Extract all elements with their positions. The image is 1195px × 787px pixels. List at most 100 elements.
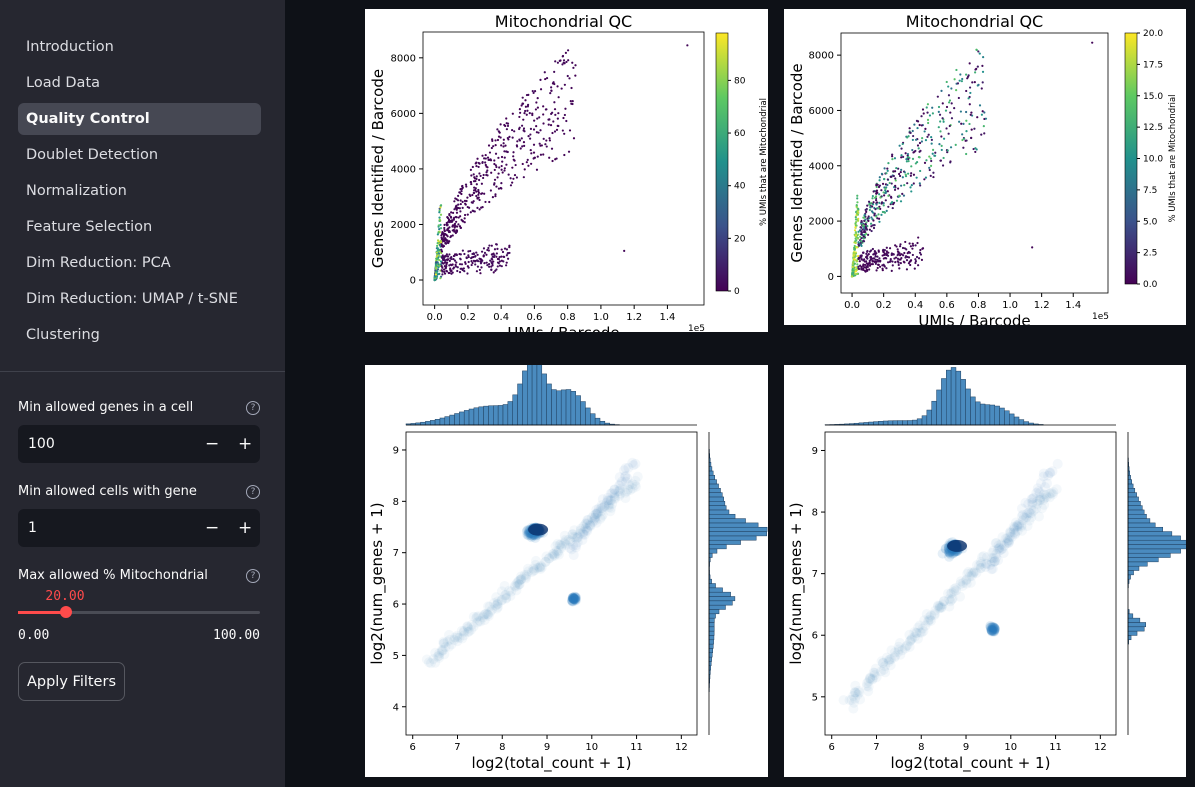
scatter-point [500, 164, 503, 168]
slider-value: 20.00 [45, 589, 85, 604]
hexbin-cell [568, 550, 579, 561]
scatter-point [524, 99, 527, 102]
scatter-point [886, 261, 890, 264]
nav-link[interactable]: Dim Reduction: UMAP / t-SNE [26, 291, 238, 307]
marginal-bar [1127, 492, 1137, 498]
scatter-point [983, 132, 986, 135]
scatter-point [851, 265, 854, 269]
number-input[interactable]: 100− + [18, 425, 260, 463]
scatter-point [907, 172, 910, 175]
hexbin-cell [988, 545, 999, 556]
hexbin-cell [1041, 491, 1052, 502]
scatter-point [530, 162, 533, 165]
hexbin-cell [614, 485, 625, 496]
scatter-point [554, 60, 557, 63]
scatter-point [889, 258, 892, 261]
scatter-point [894, 261, 897, 264]
help-icon[interactable]: ? [246, 401, 260, 415]
scatter-point [521, 96, 524, 99]
nav-link[interactable]: Dim Reduction: PCA [26, 255, 171, 271]
nav-link[interactable]: Clustering [26, 327, 100, 343]
hexbin-cell [620, 493, 631, 504]
nav-link[interactable]: Doublet Detection [26, 147, 159, 163]
decrement-button[interactable]: − [205, 518, 220, 538]
scatter-point [976, 116, 979, 119]
increment-button[interactable]: + [238, 518, 253, 538]
marginal-bar [439, 417, 446, 426]
scatter-point [522, 141, 526, 144]
scatter-point [856, 268, 859, 271]
hexbin-cell [1023, 507, 1034, 518]
scatter-point [886, 178, 889, 181]
scatter-point [494, 152, 498, 155]
scatter-point [523, 112, 526, 115]
scatter-point [443, 272, 447, 275]
scatter-point [460, 263, 464, 266]
scatter-point [490, 146, 493, 150]
scatter-point [563, 153, 566, 157]
nav-link[interactable]: Feature Selection [26, 219, 153, 235]
scatter-point [471, 209, 474, 212]
decrement-button[interactable]: − [205, 434, 220, 454]
scatter-point [443, 226, 446, 230]
nav-link[interactable]: Normalization [26, 183, 127, 199]
scatter-point [500, 155, 504, 159]
scatter-point [481, 161, 484, 164]
scatter-point [954, 143, 957, 146]
y-axis-label: log2(num_genes + 1) [787, 502, 806, 664]
colorbar-tick-label: 7.5 [1143, 186, 1157, 196]
hexbin-cell [1043, 470, 1054, 481]
scatter-point [855, 212, 859, 215]
scatter-point [855, 272, 859, 275]
hexbin-cell [602, 492, 613, 503]
scatter-point [853, 255, 857, 259]
hexbin-cell [568, 531, 579, 542]
marginal-bar [473, 407, 480, 426]
number-input[interactable]: 1− + [18, 509, 260, 547]
scatter-point [461, 200, 464, 204]
hexbin-cell [1038, 471, 1049, 482]
scatter-point [486, 156, 490, 159]
scatter-point [923, 161, 927, 164]
hexbin-cell [436, 644, 447, 655]
hexbin-cell [861, 681, 872, 692]
scatter-point [490, 268, 493, 271]
scatter-point [868, 208, 872, 212]
hexbin-cell [530, 555, 541, 566]
scatter-point [455, 261, 458, 264]
scatter-point [870, 249, 873, 252]
scatter-point [492, 271, 495, 274]
scatter-point [861, 228, 864, 231]
hexbin-cell [904, 641, 915, 652]
nav-link[interactable]: Quality Control [18, 103, 261, 135]
marginal-bar [594, 417, 601, 426]
scatter-point [572, 66, 575, 69]
scatter-point [878, 201, 881, 204]
hexbin-cell [945, 588, 956, 599]
marginal-bar [1127, 513, 1147, 519]
scatter-point [489, 189, 492, 192]
scatter-point [866, 257, 869, 260]
hexbin-cell [615, 479, 626, 490]
scatter-point [571, 102, 574, 106]
slider-thumb[interactable] [60, 606, 73, 618]
marginal-bar [708, 609, 720, 615]
hexbin-cell [590, 512, 601, 523]
x-tick-label: 0.6 [526, 312, 542, 323]
nav-link[interactable]: Introduction [26, 39, 114, 55]
increment-button[interactable]: + [238, 434, 253, 454]
hexbin-cell [876, 656, 887, 667]
scatter-point [505, 128, 508, 131]
scatter-point [438, 211, 441, 214]
scatter-point [454, 215, 458, 219]
hexbin-cell [570, 594, 581, 605]
scatter-point [898, 144, 901, 147]
nav-link[interactable]: Load Data [26, 75, 101, 91]
help-icon[interactable]: ? [246, 485, 260, 499]
apply-button[interactable]: Apply Filters [18, 662, 125, 701]
scatter-point [532, 143, 536, 146]
scatter-point [871, 247, 874, 251]
scatter-point [507, 173, 510, 176]
hexbin-cell [567, 595, 578, 606]
help-icon[interactable]: ? [246, 569, 260, 583]
